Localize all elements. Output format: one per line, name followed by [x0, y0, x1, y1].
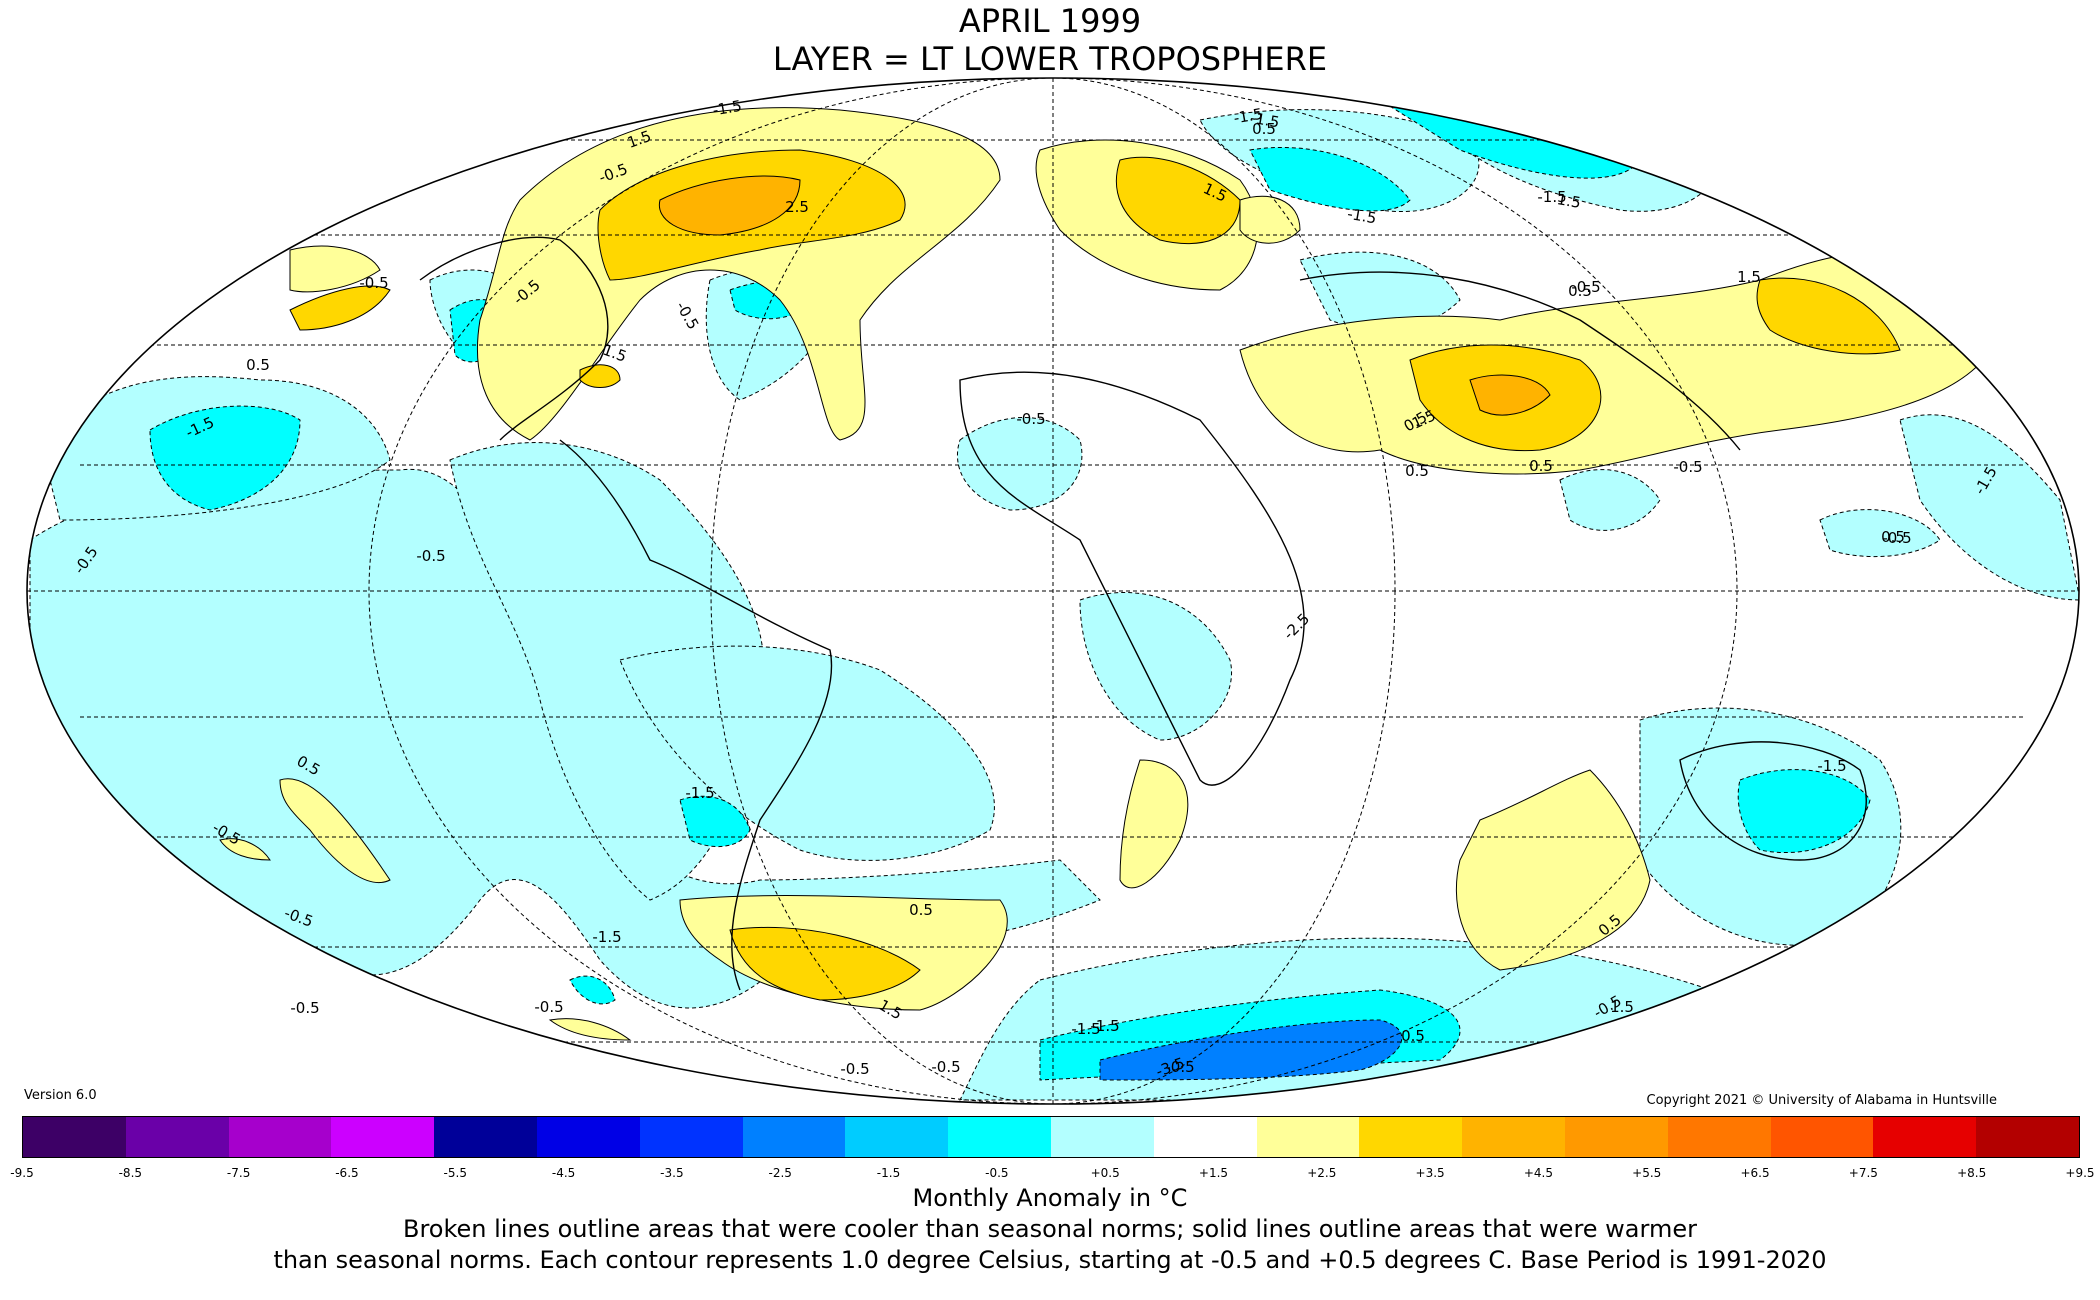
contour-label: -1.5 — [1249, 109, 1281, 132]
colorbar-tick-label: +8.5 — [1957, 1166, 1987, 1180]
colorbar-ticks: -9.5 -8.5 -7.5 -6.5 -5.5 -4.5 -3.5 -2.5 -1.5 -0.5… — [10, 1166, 2094, 1186]
map-title: APRIL 1999 — [958, 2, 1142, 40]
colorbar-tick-label: -7.5 — [226, 1166, 251, 1180]
caption-line-1: Broken lines outline areas that were coo… — [403, 1215, 1697, 1243]
contour-label: -1.5 — [1817, 757, 1846, 775]
contour-label: 0.5 — [1568, 282, 1592, 300]
colorbar-swatch — [125, 1117, 229, 1157]
contour-label: -1.5 — [1346, 205, 1378, 228]
colorbar-swatch — [1873, 1117, 1977, 1157]
colorbar-swatch — [434, 1117, 537, 1157]
colorbar-tick-label: -9.5 — [10, 1166, 34, 1180]
contour-label: -0.5 — [359, 274, 388, 292]
colorbar-swatch — [1153, 1117, 1257, 1157]
contour-label: 0.5 — [1405, 462, 1429, 480]
contour-label: -1.5 — [1090, 1017, 1119, 1035]
contour-label: -0.5 — [534, 998, 563, 1016]
contour-label: 1.5 — [1737, 268, 1761, 286]
contour-label: 0.5 — [909, 901, 933, 919]
colorbar-swatch — [639, 1117, 743, 1157]
contour-label: 0.5 — [1529, 457, 1553, 475]
copyright-label: Copyright 2021 © University of Alabama i… — [1646, 1093, 1997, 1108]
colorbar-tick-label: +6.5 — [1740, 1166, 1770, 1180]
colorbar-swatch — [1359, 1117, 1463, 1157]
warmer-regions — [289, 149, 1901, 1001]
colorbar-tick-label: +9.5 — [2065, 1166, 2095, 1180]
colorbar-tick-label: -1.5 — [876, 1166, 901, 1180]
colorbar-tick-label: -5.5 — [443, 1166, 467, 1180]
contour-label: -1.5 — [685, 784, 714, 802]
contour-label: -1.5 — [1071, 1020, 1100, 1038]
contour-label: 0.5 — [1252, 120, 1276, 138]
contour-label: 1.5 — [1610, 998, 1634, 1016]
warmest-regions — [658, 175, 1551, 416]
colorbar-swatch — [1976, 1117, 2079, 1157]
contour-label: -0.5 — [416, 547, 445, 565]
colorbar-tick-label: -6.5 — [335, 1166, 359, 1180]
contour-label: 2.5 — [785, 198, 809, 216]
colorbar-swatch — [1050, 1117, 1154, 1157]
colorbar-tick-label: -0.5 — [985, 1166, 1009, 1180]
contour-label: 0.5 — [1881, 528, 1905, 546]
colorbar-tick-label: +0.5 — [1090, 1166, 1120, 1180]
colorbar-tick-label: +4.5 — [1523, 1166, 1553, 1180]
colorbar-tick-label: +7.5 — [1848, 1166, 1878, 1180]
colorbar-swatch — [228, 1117, 332, 1157]
contour-label: -0.5 — [1165, 1058, 1194, 1076]
contour-label: 0.5 — [246, 356, 270, 374]
coldest-regions — [1099, 1019, 1403, 1081]
contour-label: -0.5 — [1016, 410, 1045, 428]
colorbar-tick-label: -3.5 — [660, 1166, 684, 1180]
colorbar-label: Monthly Anomaly in °C — [912, 1184, 1188, 1212]
colorbar-swatch — [536, 1117, 640, 1157]
colorbar-swatch — [331, 1117, 435, 1157]
contour-label: -0.5 — [290, 999, 319, 1017]
contour-label: -0.5 — [1882, 529, 1911, 547]
coastlines — [419, 236, 1867, 991]
colorbar-tick-label: -4.5 — [551, 1166, 576, 1180]
contour-label: -1.5 — [1232, 105, 1264, 128]
colorbar-swatch — [1770, 1117, 1874, 1157]
contour-label: 0.5 — [1401, 1027, 1425, 1045]
contour-label: -0.5 — [1673, 458, 1702, 476]
colorbar-tick-label: -2.5 — [768, 1166, 792, 1180]
colorbar-tick-label: +5.5 — [1632, 1166, 1662, 1180]
colorbar-swatch — [1667, 1117, 1771, 1157]
contour-label: -0.5 — [1571, 278, 1600, 296]
contour-label: -0.5 — [840, 1060, 869, 1078]
contour-label: -1.5 — [592, 928, 621, 946]
colorbar-swatch — [1564, 1117, 1668, 1157]
contour-label: 1.5 — [1556, 190, 1583, 212]
colorbar-tick-label: +1.5 — [1198, 1166, 1229, 1180]
caption-line-2: than seasonal norms. Each contour repres… — [273, 1246, 1827, 1274]
colorbar-swatch — [948, 1117, 1051, 1157]
version-label: Version 6.0 — [24, 1088, 97, 1103]
graticule — [27, 78, 2079, 1104]
colorbar-swatch — [23, 1117, 126, 1157]
colorbar-tick-label: +2.5 — [1307, 1166, 1337, 1180]
globe-outline — [26, 77, 2080, 1105]
colorbar-swatch — [845, 1117, 949, 1157]
colorbar — [22, 1116, 2080, 1158]
colorbar-tick-label: -8.5 — [118, 1166, 143, 1180]
map-subtitle: LAYER = LT LOWER TROPOSPHERE — [772, 40, 1328, 78]
contour-label: -0.5 — [931, 1058, 960, 1076]
colorbar-tick-label: +3.5 — [1415, 1166, 1445, 1180]
colorbar-swatch — [1256, 1117, 1360, 1157]
contour-label: -1.5 — [1537, 188, 1566, 206]
contour-label: -1.5 — [711, 97, 743, 120]
colorbar-swatch — [1462, 1117, 1565, 1157]
colorbar-swatch — [742, 1117, 846, 1157]
